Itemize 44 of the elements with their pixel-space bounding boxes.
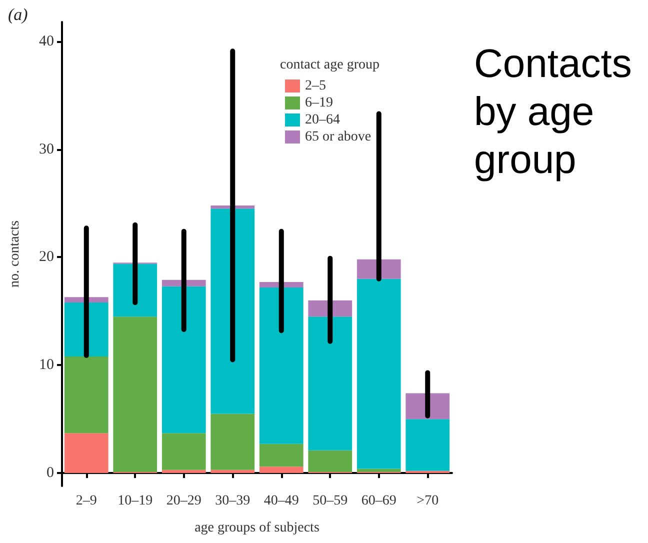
bar bbox=[308, 316, 352, 450]
bar bbox=[210, 414, 255, 470]
bar bbox=[406, 393, 450, 420]
bar bbox=[308, 450, 352, 472]
bar bbox=[64, 356, 108, 434]
bar bbox=[113, 316, 158, 472]
y-tick-label: 0 bbox=[46, 465, 54, 482]
legend-label: 2–5 bbox=[305, 78, 326, 94]
y-tick-label: 20 bbox=[39, 249, 54, 266]
text: (a) bbox=[8, 5, 28, 24]
legend-title: contact age group bbox=[280, 58, 380, 72]
y-tick-label: 40 bbox=[39, 33, 54, 50]
legend-label: 20–64 bbox=[305, 112, 340, 128]
x-tick-label: 40–49 bbox=[264, 494, 299, 508]
bar bbox=[210, 208, 255, 414]
x-tick-label: 50–59 bbox=[312, 494, 348, 508]
x-tick-label: 10–19 bbox=[118, 494, 153, 508]
bar bbox=[162, 286, 206, 434]
bar bbox=[406, 470, 450, 474]
bar bbox=[162, 470, 206, 474]
bar bbox=[259, 466, 304, 474]
x-tick-label: 30–39 bbox=[215, 494, 250, 508]
y-tick-label: 30 bbox=[39, 141, 54, 158]
bar bbox=[210, 470, 255, 474]
bar bbox=[259, 282, 304, 288]
bar bbox=[259, 287, 304, 444]
bar bbox=[162, 433, 206, 470]
text: Contacts by age group bbox=[474, 42, 643, 182]
x-tick-label: 20–29 bbox=[166, 494, 202, 508]
bar bbox=[356, 468, 401, 472]
bar bbox=[64, 433, 108, 474]
x-tick-label: 60–69 bbox=[361, 494, 396, 508]
x-tick-label: 2–9 bbox=[76, 494, 97, 508]
bar bbox=[64, 297, 108, 303]
y-axis-title: no. contacts bbox=[8, 220, 22, 288]
bar bbox=[113, 264, 158, 317]
x-axis-title: age groups of subjects bbox=[194, 520, 320, 536]
bar bbox=[259, 444, 304, 467]
legend-label: 65 or above bbox=[305, 130, 372, 144]
x-tick-label: >70 bbox=[416, 494, 439, 508]
bar bbox=[406, 419, 450, 471]
bar bbox=[356, 278, 401, 469]
y-tick-label: 10 bbox=[39, 357, 54, 374]
legend-label: 6–19 bbox=[305, 96, 333, 110]
